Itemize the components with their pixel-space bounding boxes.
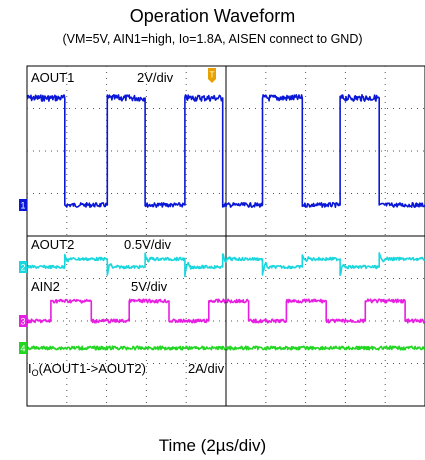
trace-4 [26,345,425,351]
plot-grid [26,65,425,407]
channel-marker-bg [19,342,27,354]
series-label-ain2: AIN2 [31,279,60,294]
x-axis-label: Time (2µs/div) [158,436,267,455]
channel-marker-bg [19,315,27,327]
trace-3 [26,298,425,324]
series-label-aout2: AOUT2 [31,237,74,252]
trigger-marker-icon: T [208,68,216,83]
chart-subtitle: (VM=5V, AIN1=high, Io=1.8A, AISEN connec… [62,32,363,46]
series-scale-aout2: 0.5V/div [124,237,171,252]
channel-marker-label: 1 [20,201,25,211]
series-label-aout1: AOUT1 [31,70,74,85]
channel-marker-1: 1 [19,199,27,211]
chart-title: Operation Waveform [129,6,296,26]
channel-markers: 1 2 3 4 [19,199,27,354]
channel-marker-bg [19,199,27,211]
plot-traces [26,94,425,351]
channel-marker-label: 4 [20,344,25,354]
channel-marker-label: 2 [20,263,25,273]
series-scale-ain2: 5V/div [131,279,168,294]
channel-marker-2: 2 [19,261,27,273]
channel-marker-3: 3 [19,315,27,327]
trigger-marker-text: T [210,71,215,80]
channel-marker-bg [19,261,27,273]
trace-1 [26,94,425,208]
series-scale-current: 2A/div [188,361,225,376]
series-label-current: IO(AOUT1->AOUT2) [28,361,146,378]
series-label-current-sub: O [32,368,39,378]
trace-2 [26,252,425,277]
series-scale-aout1: 2V/div [137,70,174,85]
channel-marker-4: 4 [19,342,27,354]
series-label-current-rest: (AOUT1->AOUT2) [39,361,146,376]
channel-marker-label: 3 [20,317,25,327]
